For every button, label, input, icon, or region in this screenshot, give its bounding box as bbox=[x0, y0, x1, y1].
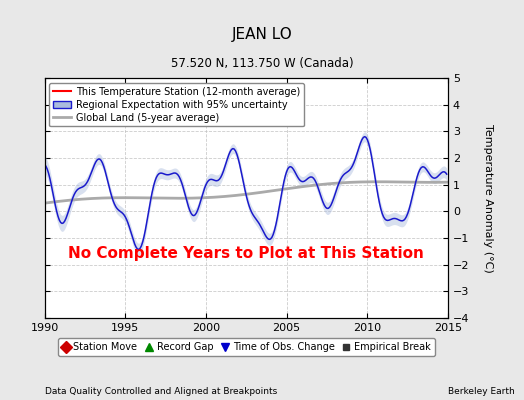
Legend: Station Move, Record Gap, Time of Obs. Change, Empirical Break: Station Move, Record Gap, Time of Obs. C… bbox=[58, 338, 435, 356]
Text: Data Quality Controlled and Aligned at Breakpoints: Data Quality Controlled and Aligned at B… bbox=[45, 387, 277, 396]
Text: 57.520 N, 113.750 W (Canada): 57.520 N, 113.750 W (Canada) bbox=[171, 57, 353, 70]
Y-axis label: Temperature Anomaly (°C): Temperature Anomaly (°C) bbox=[483, 124, 493, 272]
Text: Berkeley Earth: Berkeley Earth bbox=[448, 387, 515, 396]
Text: JEAN LO: JEAN LO bbox=[232, 27, 292, 42]
Legend: This Temperature Station (12-month average), Regional Expectation with 95% uncer: This Temperature Station (12-month avera… bbox=[49, 83, 304, 126]
Text: No Complete Years to Plot at This Station: No Complete Years to Plot at This Statio… bbox=[68, 246, 424, 261]
